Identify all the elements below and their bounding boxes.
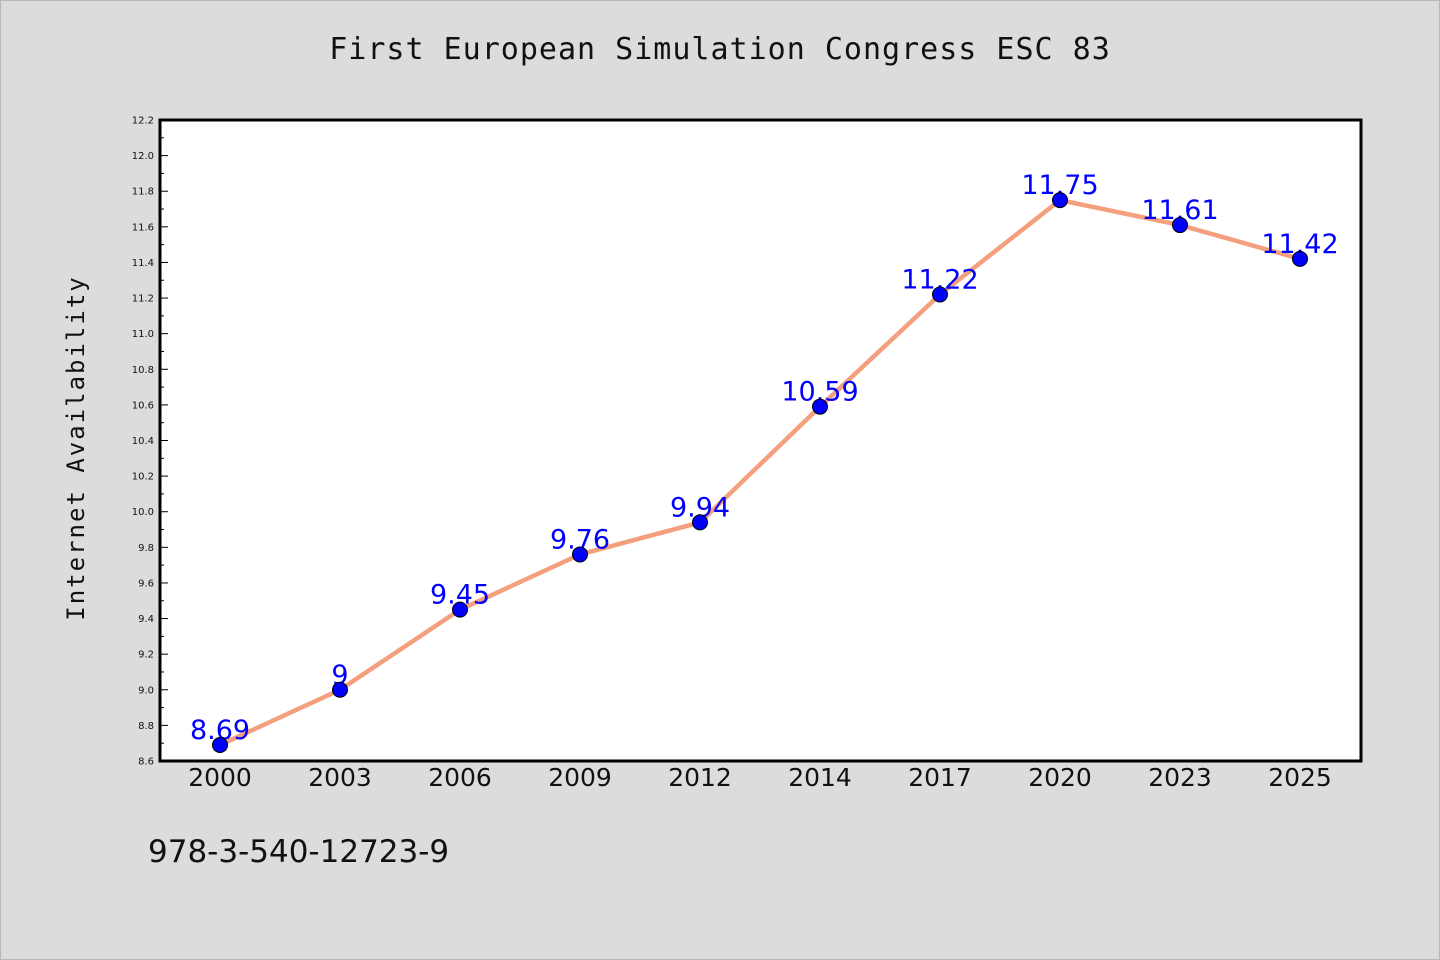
isbn-footer: 978-3-540-12723-9: [148, 834, 450, 870]
y-tick-label: 11.4: [132, 258, 154, 269]
x-tick-label: 2006: [428, 763, 492, 792]
data-point: [332, 681, 348, 698]
y-tick-label: 11.6: [132, 222, 154, 233]
data-point: [1292, 250, 1308, 267]
y-tick-label: 8.8: [138, 721, 154, 732]
data-point: [1172, 217, 1188, 234]
y-tick-label: 9.2: [138, 650, 154, 661]
y-tick-label: 11.0: [132, 329, 154, 340]
y-tick-label: 9.8: [138, 543, 154, 554]
x-tick-label: 2000: [188, 763, 252, 792]
y-tick-label: 11.8: [132, 187, 154, 198]
x-tick-label: 2017: [908, 763, 972, 792]
data-label: 9: [331, 660, 348, 691]
y-tick-label: 10.4: [132, 436, 154, 447]
data-point: [692, 514, 708, 531]
y-tick-label: 9.6: [138, 578, 154, 589]
y-tick-label: 10.6: [132, 400, 154, 411]
x-tick-label: 2003: [308, 763, 372, 792]
chart-title: First European Simulation Congress ESC 8…: [329, 32, 1111, 67]
y-tick-label: 10.8: [132, 365, 154, 376]
plot-area: [158, 118, 1363, 763]
y-tick-label: 12.0: [132, 151, 154, 162]
y-tick-label: 9.0: [138, 685, 154, 696]
x-tick-label: 2023: [1148, 763, 1212, 792]
data-point: [572, 546, 588, 563]
data-point: [812, 398, 828, 415]
x-tick-label: 2009: [548, 763, 612, 792]
y-tick-label: 10.0: [132, 507, 154, 518]
x-tick-label: 2014: [788, 763, 852, 792]
data-point: [1052, 192, 1068, 209]
y-tick-label: 8.6: [138, 757, 154, 768]
data-point: [212, 736, 228, 753]
series-line: [219, 197, 1301, 748]
y-tick-label: 12.2: [132, 116, 154, 127]
x-tick-label: 2025: [1268, 763, 1332, 792]
y-tick-label: 10.2: [132, 472, 154, 483]
x-tick-label: 2020: [1028, 763, 1092, 792]
y-tick-label: 11.2: [132, 294, 154, 305]
y-tick-label: 9.4: [138, 614, 154, 625]
x-tick-label: 2012: [668, 763, 732, 792]
data-point: [932, 286, 948, 303]
data-point: [452, 601, 468, 618]
